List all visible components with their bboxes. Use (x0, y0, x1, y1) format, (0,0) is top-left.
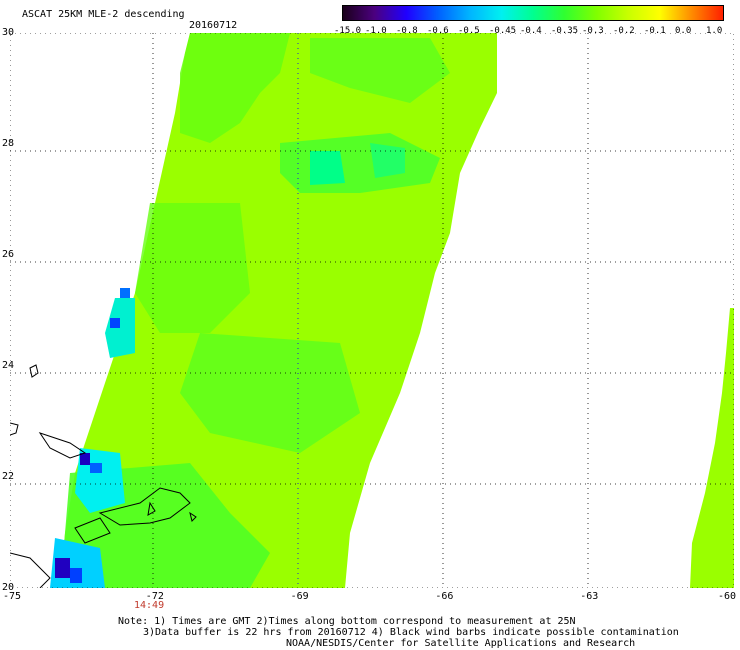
colorbar (342, 5, 724, 21)
colorbar-label: -0.1 (644, 26, 666, 36)
colorbar-label: 1.0 (706, 26, 723, 36)
colorbar-label: -0.45 (489, 26, 517, 36)
lat-lon-grid (10, 33, 734, 588)
colorbar-label: 0.0 (675, 26, 692, 36)
x-tick-label: -66 (435, 591, 454, 602)
colorbar-label: -0.4 (520, 26, 542, 36)
colorbar-label: -15.0 (334, 26, 362, 36)
map-title: ASCAT 25KM MLE-2 descending (22, 9, 185, 20)
map-plot (10, 33, 734, 588)
colorbar-label: -0.3 (582, 26, 604, 36)
footnotes: Note: 1) Times are GMT 2)Times along bot… (118, 616, 679, 649)
note-line-2: 3)Data buffer is 22 hrs from 20160712 4)… (143, 627, 679, 638)
colorbar-label: -0.8 (396, 26, 418, 36)
coastline (10, 364, 197, 588)
wind-swath-right (690, 308, 734, 588)
colorbar-label: -0.2 (613, 26, 635, 36)
time-label: 14:49 (134, 600, 165, 611)
map-date: 20160712 (189, 20, 238, 31)
x-tick-label: -63 (580, 591, 599, 602)
note-line-3: NOAA/NESDIS/Center for Satellite Applica… (286, 638, 636, 649)
y-tick-label: 26 (2, 249, 15, 260)
x-tick-label: -69 (290, 591, 309, 602)
y-tick-label: 24 (2, 360, 15, 371)
y-tick-label: 22 (2, 471, 15, 482)
colorbar-label: -0.6 (427, 26, 449, 36)
colorbar-label: -1.0 (365, 26, 387, 36)
wind-swath-main (60, 33, 497, 588)
colorbar-label: -0.5 (458, 26, 480, 36)
x-tick-label: -72 (145, 591, 164, 602)
wind-swath-coastal-anomaly (50, 288, 135, 588)
y-tick-label: 30 (2, 27, 15, 38)
y-tick-label: 20 (2, 582, 15, 593)
x-tick-label: -75 (3, 591, 22, 602)
note-line-1: Note: 1) Times are GMT 2)Times along bot… (118, 616, 576, 627)
colorbar-label: -0.35 (551, 26, 579, 36)
y-tick-label: 28 (2, 138, 15, 149)
x-tick-label: -60 (718, 591, 737, 602)
